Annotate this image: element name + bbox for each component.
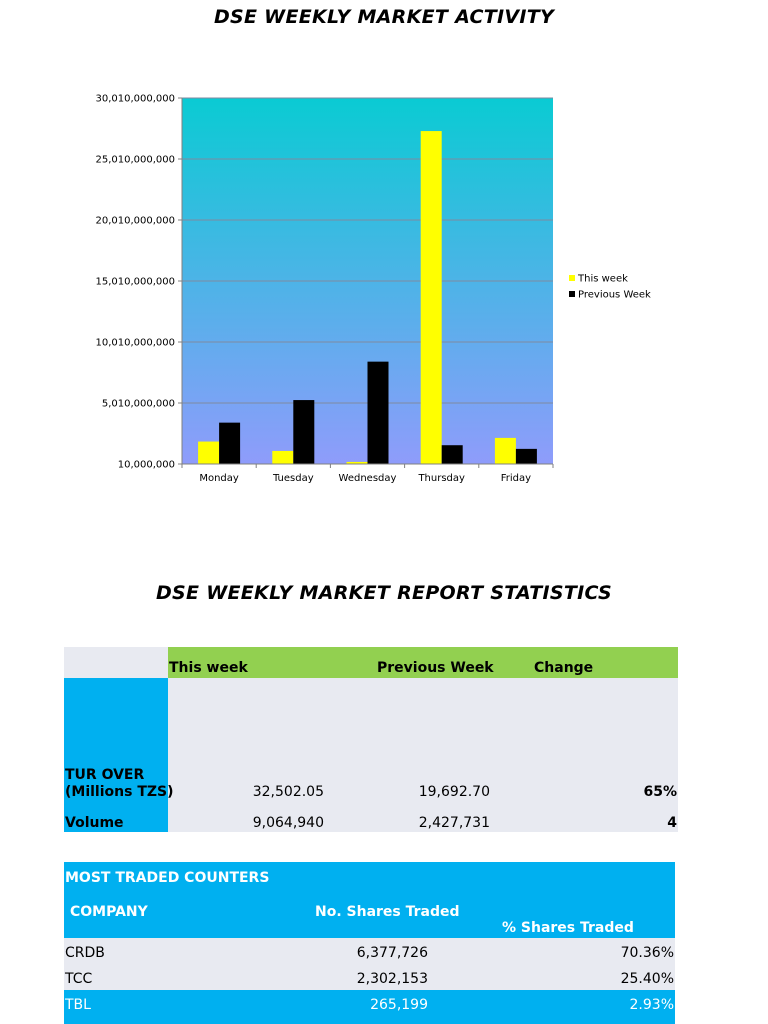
legend-swatch (569, 291, 575, 297)
stats-header-blank (64, 647, 168, 678)
x-tick-label: Friday (501, 473, 531, 484)
volume-change: 4 (667, 815, 677, 831)
stats-table: This week Previous Week Change TUR OVER … (64, 647, 678, 832)
bar-previous-week-friday (515, 448, 537, 464)
most-traded-header (64, 862, 675, 938)
row-company: CRDB (65, 945, 105, 961)
volume-this-week: 9,064,940 (252, 815, 324, 831)
turnover-change: 65% (643, 784, 677, 800)
row-company: TCC (65, 971, 93, 987)
x-tick-label: Thursday (417, 473, 465, 484)
legend-swatch (569, 275, 575, 281)
bar-this-week-monday (198, 441, 220, 464)
table-row: TBL 265,199 2.93% (64, 990, 675, 1024)
bar-previous-week-thursday (441, 445, 463, 464)
header-previous-week: Previous Week (377, 660, 494, 676)
bar-this-week-tuesday (272, 450, 294, 464)
header-this-week: This week (169, 660, 248, 676)
row-shares: 2,302,153 (356, 971, 428, 987)
row-pct: 70.36% (620, 945, 674, 961)
most-traded-title: MOST TRADED COUNTERS (65, 870, 270, 886)
stats-header-row (168, 647, 678, 678)
y-tick-label: 15,010,000,000 (95, 277, 175, 288)
bar-this-week-thursday (420, 131, 442, 464)
x-tick-label: Tuesday (272, 473, 314, 484)
row-pct: 25.40% (620, 971, 674, 987)
x-tick-label: Monday (199, 473, 239, 484)
stats-body (168, 678, 678, 832)
turnover-label: TUR OVER (65, 767, 145, 783)
bar-previous-week-wednesday (367, 361, 389, 464)
report-title: DSE WEEKLY MARKET REPORT STATISTICS (155, 582, 613, 604)
turnover-this-week: 32,502.05 (252, 784, 324, 800)
header-company: COMPANY (70, 904, 148, 920)
header-change: Change (534, 660, 594, 676)
row-pct: 2.93% (629, 997, 674, 1013)
header-pct-shares-traded: % Shares Traded (502, 920, 634, 936)
y-tick-label: 20,010,000,000 (95, 216, 175, 227)
y-tick-label: 5,010,000,000 (102, 399, 175, 410)
volume-label: Volume (65, 815, 124, 831)
chart-title: DSE WEEKLY MARKET ACTIVITY (213, 6, 555, 28)
row-shares: 6,377,726 (356, 945, 428, 961)
row-company: TBL (65, 997, 91, 1013)
bar-this-week-friday (494, 437, 516, 464)
y-tick-label: 10,000,000 (118, 460, 175, 471)
table-row: TCC 2,302,153 25.40% (64, 964, 675, 990)
turnover-label-units: (Millions TZS) (65, 784, 174, 800)
y-tick-label: 30,010,000,000 (95, 94, 175, 105)
legend-label: This week (577, 274, 628, 285)
turnover-previous-week: 19,692.70 (418, 784, 490, 800)
bar-previous-week-monday (219, 422, 241, 464)
y-tick-label: 25,010,000,000 (95, 155, 175, 166)
most-traded-table: MOST TRADED COUNTERS COMPANY No. Shares … (64, 862, 675, 1024)
bar-this-week-wednesday (346, 461, 368, 464)
row-shares: 265,199 (370, 997, 428, 1013)
stats-label-column (64, 678, 168, 832)
table-row: CRDB 6,377,726 70.36% (64, 938, 675, 964)
bar-previous-week-tuesday (293, 400, 315, 464)
volume-previous-week: 2,427,731 (418, 815, 490, 831)
legend-label: Previous Week (578, 290, 651, 301)
y-tick-label: 10,010,000,000 (95, 338, 175, 349)
market-activity-chart: 10,000,000 5,010,000,000 10,010,000,000 15,… (95, 94, 651, 485)
x-tick-label: Wednesday (339, 473, 397, 484)
header-shares-traded: No. Shares Traded (315, 904, 460, 920)
